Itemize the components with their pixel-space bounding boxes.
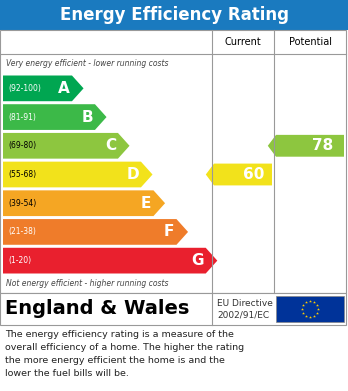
Bar — [0, 0, 348, 30]
Polygon shape — [3, 104, 106, 130]
Text: (92-100): (92-100) — [8, 84, 41, 93]
Text: (1-20): (1-20) — [8, 256, 31, 265]
Text: 60: 60 — [243, 167, 264, 182]
Polygon shape — [3, 133, 129, 159]
Bar — [276, 296, 344, 322]
Text: G: G — [191, 253, 204, 268]
Text: Not energy efficient - higher running costs: Not energy efficient - higher running co… — [6, 280, 168, 289]
Text: 78: 78 — [312, 138, 333, 153]
Text: (55-68): (55-68) — [8, 170, 36, 179]
Text: The energy efficiency rating is a measure of the
overall efficiency of a home. T: The energy efficiency rating is a measur… — [5, 330, 244, 378]
Text: Very energy efficient - lower running costs: Very energy efficient - lower running co… — [6, 59, 168, 68]
Polygon shape — [268, 135, 344, 157]
Text: Energy Efficiency Rating: Energy Efficiency Rating — [60, 6, 288, 24]
Text: (69-80): (69-80) — [8, 141, 36, 150]
Polygon shape — [3, 161, 152, 187]
Polygon shape — [206, 163, 272, 185]
Bar — [0, 293, 346, 325]
Polygon shape — [3, 219, 188, 245]
Text: England & Wales: England & Wales — [5, 300, 189, 319]
Polygon shape — [3, 248, 217, 273]
Bar — [0, 30, 346, 293]
Text: (21-38): (21-38) — [8, 228, 36, 237]
Polygon shape — [3, 75, 84, 101]
Text: E: E — [141, 196, 151, 211]
Text: D: D — [126, 167, 139, 182]
Text: A: A — [58, 81, 70, 96]
Text: (39-54): (39-54) — [8, 199, 36, 208]
Polygon shape — [3, 190, 165, 216]
Text: Current: Current — [224, 37, 261, 47]
Text: (81-91): (81-91) — [8, 113, 36, 122]
Text: Potential: Potential — [288, 37, 332, 47]
Text: EU Directive
2002/91/EC: EU Directive 2002/91/EC — [217, 299, 273, 319]
Text: C: C — [105, 138, 116, 153]
Text: F: F — [164, 224, 174, 239]
Text: B: B — [81, 109, 93, 125]
